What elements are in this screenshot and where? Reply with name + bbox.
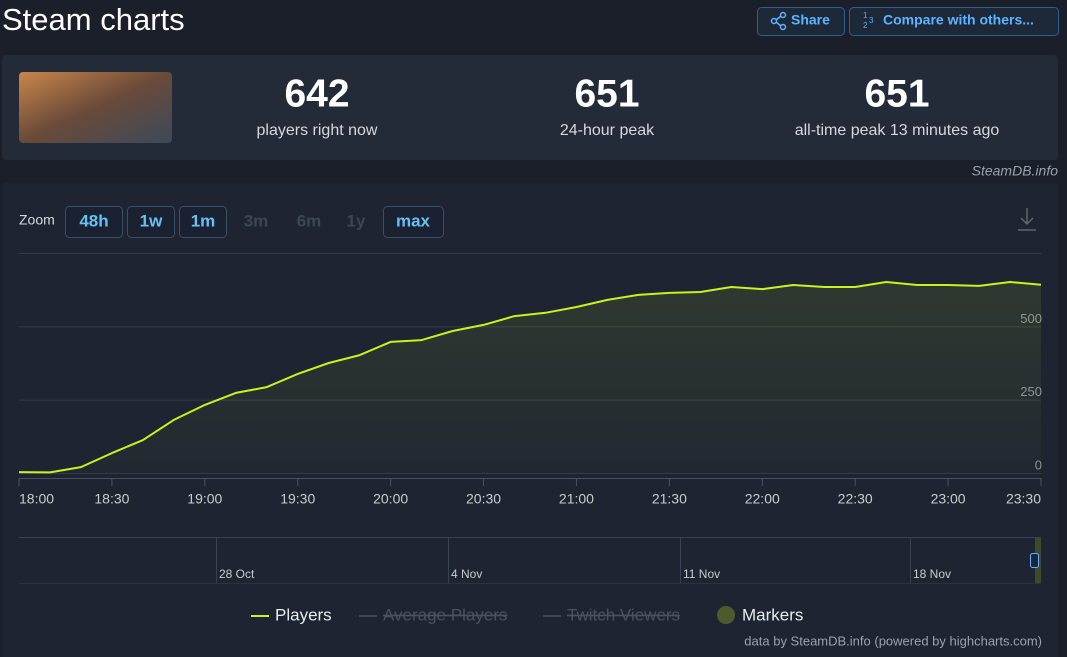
x-tick-label: 19:00 — [187, 491, 222, 507]
share-icon — [770, 11, 787, 31]
zoom-option: 6m — [297, 211, 322, 230]
x-tick-label: 22:30 — [838, 491, 873, 507]
x-tick-label: 22:00 — [745, 491, 780, 507]
zoom-button[interactable] — [65, 206, 123, 238]
navigator-labels: 28 Oct 4 Nov 11 Nov 18 Nov — [216, 538, 951, 583]
source-note: SteamDB.info — [972, 163, 1059, 179]
x-tick-label: 20:30 — [466, 491, 501, 507]
series-line — [18, 281, 1042, 474]
legend-label[interactable]: Twitch Viewers — [567, 605, 680, 624]
stat-label: 24-hour peak — [560, 122, 655, 139]
zoom-button[interactable] — [179, 206, 227, 238]
stat-value: 651 — [864, 72, 929, 115]
zoom-option[interactable]: max — [396, 211, 431, 230]
zoom-option: 3m — [244, 211, 269, 230]
stat-label: players right now — [257, 122, 378, 139]
stat-value: 651 — [574, 72, 639, 115]
download-icon[interactable] — [1018, 208, 1036, 231]
legend: Players Average Players Twitch Viewers Mark… — [251, 605, 1042, 648]
x-tick-label: 19:30 — [280, 491, 315, 507]
x-tick-label: 23:30 — [1006, 491, 1041, 507]
zoom-label: Zoom — [19, 212, 55, 228]
x-tick-label: 18:00 — [19, 491, 54, 507]
x-tick-label: 21:30 — [652, 491, 687, 507]
compare-button[interactable]: 123 Compare with others... — [849, 7, 1059, 36]
legend-label[interactable]: Average Players — [383, 605, 507, 624]
share-button[interactable]: Share — [757, 7, 845, 36]
compare-icon: 123 — [863, 11, 874, 30]
stat-value: 642 — [284, 72, 349, 115]
zoom-option[interactable]: 48h — [79, 211, 108, 230]
legend-label[interactable]: Players — [275, 605, 332, 624]
x-tick-label: 21:00 — [559, 491, 594, 507]
svg-text:3: 3 — [869, 16, 874, 25]
page-title: Steam charts — [2, 2, 185, 37]
stat-label: all-time peak 13 minutes ago — [795, 122, 1000, 139]
navigator-label: 18 Nov — [913, 567, 951, 581]
x-tick-label: 23:00 — [931, 491, 966, 507]
x-tick-label: 20:00 — [373, 491, 408, 507]
stats-card — [2, 55, 1058, 160]
game-image — [19, 72, 172, 143]
zoom-option[interactable]: 1m — [191, 211, 216, 230]
share-label: Share — [791, 12, 830, 28]
svg-text:1: 1 — [863, 11, 868, 20]
compare-label: Compare with others... — [883, 12, 1034, 28]
svg-text:2: 2 — [863, 21, 868, 30]
legend-label[interactable]: Markers — [742, 605, 803, 624]
credit: data by SteamDB.info (powered by highcha… — [744, 633, 1042, 648]
navigator-label: 4 Nov — [451, 567, 482, 581]
zoom-button[interactable] — [127, 206, 175, 238]
plot-area: 025050018:0018:3019:0019:3020:0020:3021:… — [18, 253, 1042, 546]
navigator — [19, 537, 1041, 584]
legend-marker — [717, 606, 735, 624]
zoom-option: 1y — [347, 211, 366, 230]
zoom-buttons: 48h 1w 1m 3m 6m 1y max — [65, 206, 444, 238]
zoom-option[interactable]: 1w — [140, 211, 163, 230]
zoom-button[interactable] — [383, 206, 444, 238]
navigator-label: 28 Oct — [219, 567, 255, 581]
navigator-label: 11 Nov — [683, 567, 720, 581]
series-area — [19, 282, 1041, 473]
navigator-handle[interactable] — [1030, 553, 1039, 568]
x-tick-label: 18:30 — [94, 491, 129, 507]
